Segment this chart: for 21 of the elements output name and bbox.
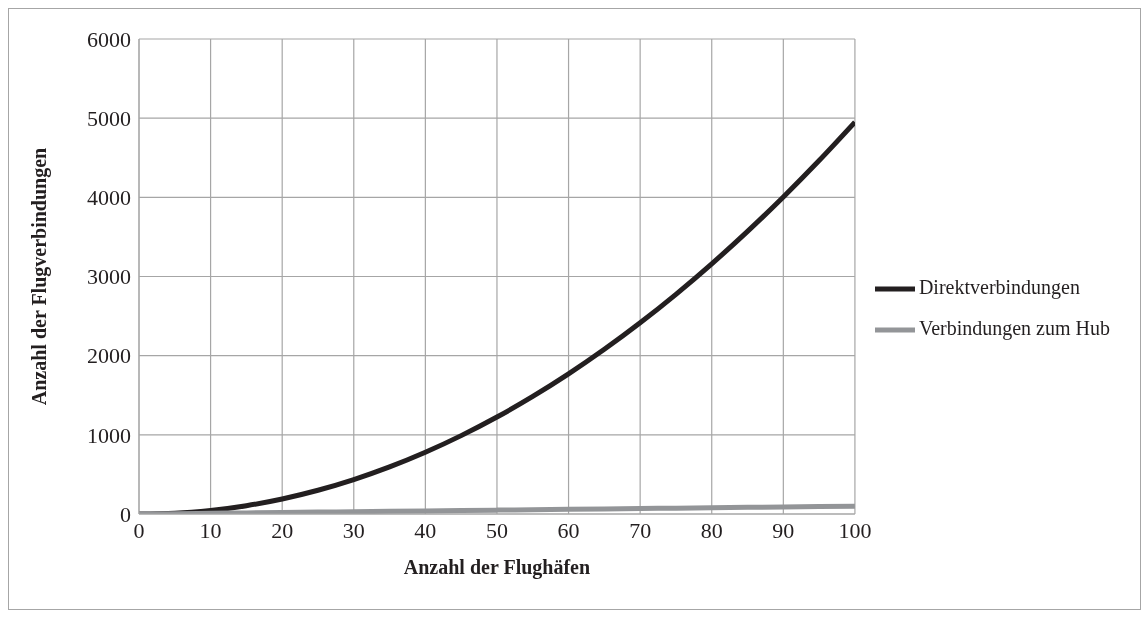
legend-label: Direktverbindungen bbox=[918, 275, 1080, 298]
y-tick-label: 4000 bbox=[87, 185, 131, 211]
legend-label: Verbindungen zum Hub bbox=[918, 317, 1110, 339]
x-tick-label: 70 bbox=[629, 517, 652, 543]
y-axis-title: Anzahl der Flugverbindungen bbox=[28, 147, 52, 406]
x-tick-label: 90 bbox=[772, 517, 795, 543]
x-tick-label: 10 bbox=[199, 517, 222, 543]
y-tick-label: 5000 bbox=[87, 105, 131, 131]
x-tick-label: 20 bbox=[271, 517, 294, 543]
y-tick-label: 0 bbox=[120, 501, 131, 527]
y-tick-label: 6000 bbox=[87, 26, 131, 52]
x-tick-label: 50 bbox=[485, 517, 508, 543]
x-tick-label: 40 bbox=[414, 517, 437, 543]
x-tick-label: 100 bbox=[838, 517, 872, 543]
x-axis-title: Anzahl der Flughäfen bbox=[403, 556, 591, 579]
y-tick-label: 1000 bbox=[87, 422, 131, 448]
y-tick-label: 2000 bbox=[87, 343, 131, 369]
x-tick-label: 30 bbox=[342, 517, 365, 543]
x-tick-label: 60 bbox=[557, 517, 580, 543]
x-tick-label: 80 bbox=[700, 517, 723, 543]
y-tick-label: 3000 bbox=[87, 264, 131, 290]
